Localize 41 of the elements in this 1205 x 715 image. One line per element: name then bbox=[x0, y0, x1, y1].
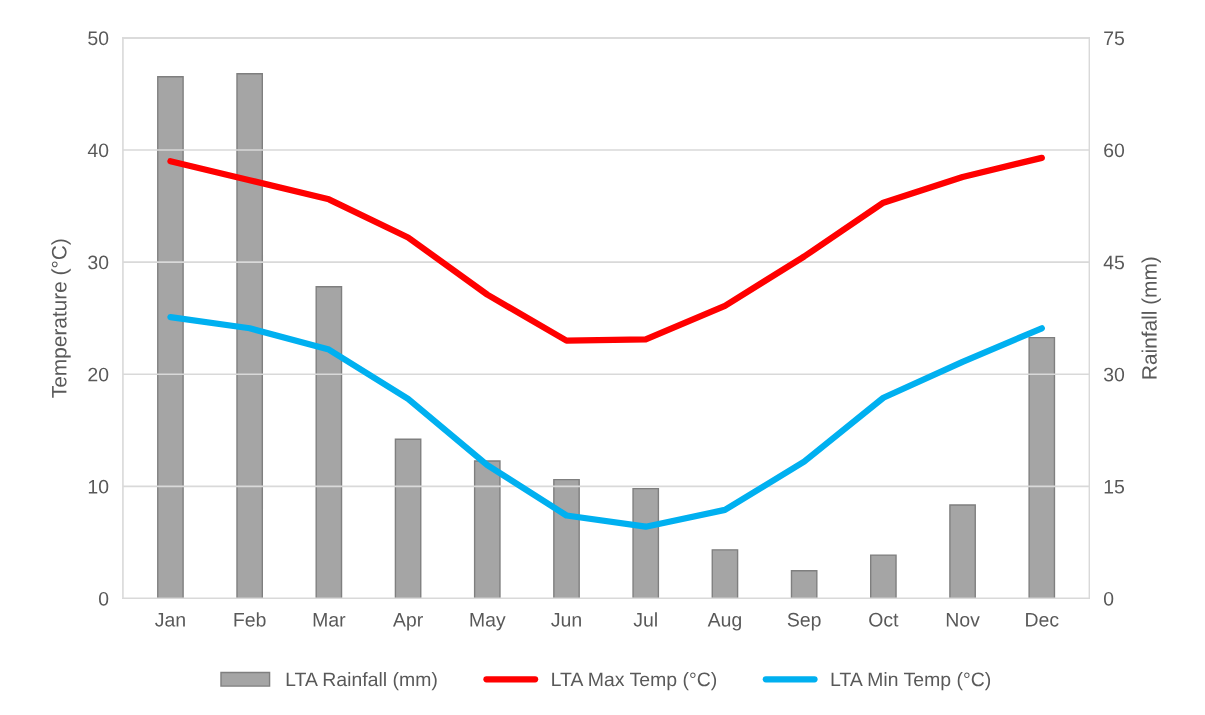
bar bbox=[473, 460, 501, 599]
y2-tick-label: 0 bbox=[1103, 591, 1114, 606]
bar bbox=[869, 554, 897, 599]
y2-tick-label: 15 bbox=[1104, 480, 1125, 494]
y-tick-label: 40 bbox=[87, 143, 109, 158]
y2-tick-label: 30 bbox=[1103, 367, 1125, 382]
bar bbox=[632, 487, 660, 599]
y2-axis-title: Rainfall (mm) bbox=[1141, 257, 1161, 379]
y-tick-label: 30 bbox=[88, 255, 109, 270]
x-tick-label: Feb bbox=[234, 612, 266, 627]
x-tick-label: Apr bbox=[392, 613, 423, 631]
y-tick-label: 0 bbox=[98, 591, 109, 606]
x-tick-label: Mar bbox=[313, 613, 346, 627]
y2-tick-label: 75 bbox=[1104, 31, 1125, 46]
bar bbox=[711, 549, 739, 599]
bar bbox=[315, 286, 343, 599]
x-tick-label: Jun bbox=[551, 613, 581, 627]
legend-label: LTA Rainfall (mm) bbox=[286, 672, 437, 691]
bar bbox=[394, 438, 422, 599]
y-axis-title: Temperature (°C) bbox=[51, 239, 71, 398]
x-tick-label: Nov bbox=[946, 613, 980, 627]
bar bbox=[790, 570, 818, 599]
bar bbox=[553, 478, 580, 599]
y-tick-label: 50 bbox=[88, 31, 109, 46]
x-tick-label: Dec bbox=[1026, 613, 1059, 627]
x-tick-label: Jul bbox=[633, 612, 657, 627]
y-tick-label: 10 bbox=[88, 479, 109, 494]
legend-label: LTA Max Temp (°C) bbox=[552, 672, 717, 691]
x-tick-label: Oct bbox=[869, 612, 899, 627]
x-tick-label: May bbox=[470, 613, 506, 631]
y-tick-label: 20 bbox=[88, 367, 109, 382]
x-tick-label: Sep bbox=[787, 612, 821, 631]
y2-tick-label: 60 bbox=[1104, 143, 1125, 158]
bar bbox=[157, 76, 184, 599]
x-tick-label: Jan bbox=[155, 613, 185, 627]
bar bbox=[949, 504, 976, 599]
legend-label: LTA Min Temp (°C) bbox=[831, 672, 991, 691]
x-tick-label: Aug bbox=[707, 613, 741, 631]
y2-tick-label: 45 bbox=[1103, 255, 1125, 270]
bar bbox=[1028, 336, 1056, 599]
bar bbox=[236, 73, 264, 599]
